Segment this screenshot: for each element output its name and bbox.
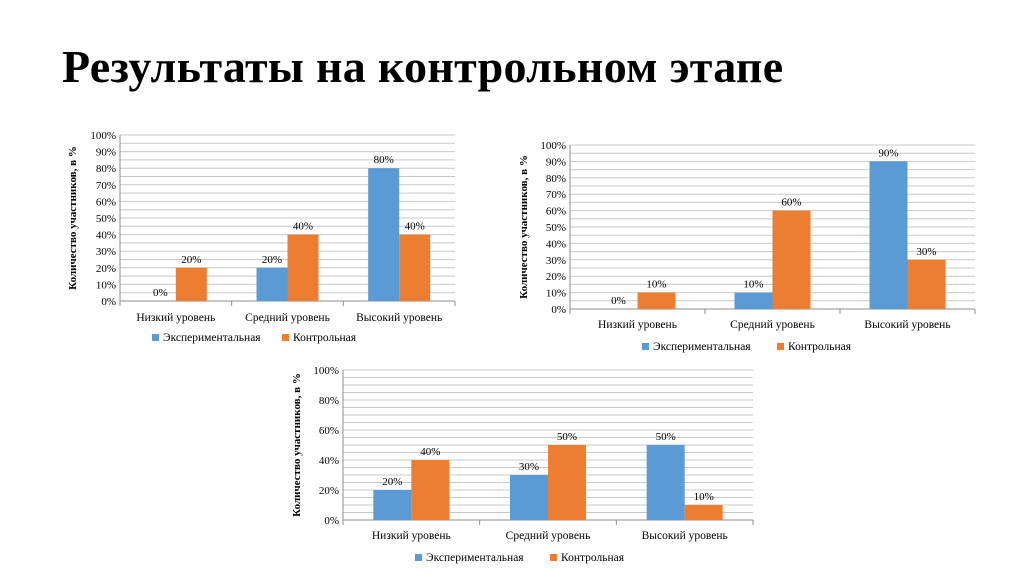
bar [637,292,676,309]
data-label: 50% [656,431,676,443]
category-label: Низкий уровень [372,530,451,542]
y-tick-label: 60% [319,425,339,437]
y-tick-label: 90% [546,156,566,168]
data-label: 10% [646,279,666,291]
y-tick-label: 30% [96,246,116,258]
data-label: 30% [519,461,539,473]
data-label: 40% [420,446,440,458]
data-label: 20% [181,254,201,266]
category-label: Высокий уровень [864,319,950,331]
y-tick-label: 100% [90,130,116,142]
legend-swatch [282,334,289,341]
legend-swatch [777,343,784,350]
category-label: Низкий уровень [598,319,677,331]
bar [684,505,723,520]
bar [869,161,908,309]
legend-swatch [550,554,557,561]
legend-label: Контрольная [561,552,625,564]
y-tick-label: 40% [546,238,566,250]
y-tick-label: 50% [96,213,116,225]
data-label: 40% [405,221,425,233]
y-tick-label: 100% [540,140,566,152]
y-tick-label: 90% [96,147,116,159]
legend-label: Экспериментальная [426,552,524,564]
y-tick-label: 10% [546,288,566,300]
y-tick-label: 80% [546,173,566,185]
y-tick-label: 20% [319,485,339,497]
bar [399,234,431,301]
y-tick-label: 20% [546,271,566,283]
data-label: 30% [916,246,936,258]
data-label: 20% [262,254,282,266]
data-label: 20% [382,476,402,488]
category-label: Низкий уровень [136,312,215,324]
category-label: Высокий уровень [356,312,442,324]
slide-title: Результаты на контрольном этапе [62,41,784,92]
y-axis-title: Количество участников, в % [291,373,303,517]
legend-label: Контрольная [788,341,852,353]
legend-label: Экспериментальная [163,332,261,344]
bar [287,234,319,301]
bar [411,460,450,520]
y-tick-label: 70% [96,180,116,192]
y-tick-label: 0% [324,515,339,527]
bar [256,267,288,301]
data-label: 0% [611,295,626,307]
data-label: 90% [878,147,898,159]
chart-1: 0% 10% 20% 30% 40% 50% 60% 70% 80% 90% 100% 0% 20% Ни… [67,130,456,344]
data-label: 10% [743,279,763,291]
bar [175,267,207,301]
data-label: 60% [781,197,801,209]
legend-swatch [415,554,422,561]
bar [373,490,412,520]
chart-2: 0% 10% 20% 30% 40% 50% 60% 70% 80% 90% 100% 0% 10% Ни… [518,140,976,353]
y-axis-title: Количество участников, в % [518,155,530,299]
bar [510,475,548,520]
chart-3: 0% 20% 40% 60% 80% 100% 20% 40% Низкий уровень 30… [291,365,754,564]
category-label: Средний уровень [730,319,815,331]
bar [646,445,685,520]
bar [548,445,586,520]
y-tick-label: 100% [313,365,339,377]
y-tick-label: 70% [546,189,566,201]
y-tick-label: 60% [546,206,566,218]
y-tick-label: 50% [546,222,566,234]
bar [772,210,811,309]
y-tick-label: 80% [319,395,339,407]
y-tick-label: 20% [96,263,116,275]
category-label: Средний уровень [506,530,591,542]
y-tick-label: 40% [319,455,339,467]
y-tick-label: 40% [96,230,116,242]
y-tick-label: 10% [96,279,116,291]
bar [907,259,946,309]
data-label: 50% [557,431,577,443]
category-label: Средний уровень [245,312,330,324]
y-axis-title: Количество участников, в % [67,146,79,290]
y-tick-label: 0% [101,296,116,308]
y-tick-label: 60% [96,196,116,208]
legend-label: Экспериментальная [653,341,751,353]
category-label: Высокий уровень [642,530,728,542]
bar [734,292,773,309]
bar [368,168,400,301]
y-tick-label: 0% [551,304,566,316]
y-tick-label: 30% [546,255,566,267]
data-label: 10% [694,491,714,503]
data-label: 40% [293,221,313,233]
legend-swatch [642,343,649,350]
data-label: 0% [153,287,168,299]
y-tick-label: 80% [96,163,116,175]
data-label: 80% [374,154,394,166]
legend-label: Контрольная [293,332,357,344]
legend-swatch [152,334,159,341]
